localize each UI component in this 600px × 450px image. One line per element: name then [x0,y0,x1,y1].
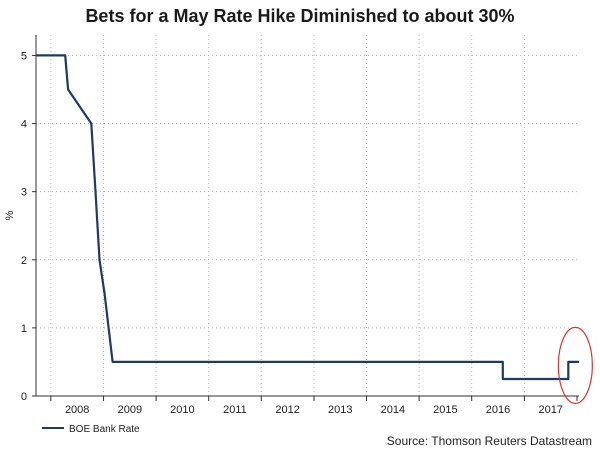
x-tick-label: 2016 [486,404,510,416]
series-line [36,54,579,381]
x-tick-label: 2014 [381,404,405,416]
x-tick-label: 2008 [65,404,89,416]
x-tick-label: 2012 [275,404,299,416]
source-note: Source: Thomson Reuters Datastream [387,434,592,448]
x-tick-label: 2009 [118,404,142,416]
y-tick-label: 3 [21,187,27,199]
tick-labels: 0 1 2 3 4 5 2008 2009 2010 2011 2012 2013 2014 2015 20… [21,50,563,416]
series-lines [36,54,579,381]
legend: BOE Bank Rate [42,424,140,435]
y-tick-label: 1 [21,323,27,335]
x-tick-label: 2011 [223,404,247,416]
legend-label: BOE Bank Rate [69,424,140,435]
x-tick-label: 2015 [433,404,457,416]
x-tick-label: 2017 [538,404,562,416]
y-tick-label: 5 [21,50,27,62]
y-axis-label: % [4,210,16,220]
x-tick-label: 2010 [170,404,194,416]
y-tick-label: 0 [21,391,27,403]
grid [36,35,579,396]
highlight-ellipse [557,326,593,404]
axes [32,35,579,401]
y-tick-label: 4 [21,119,27,131]
annotations [557,326,593,404]
chart-title: Bets for a May Rate Hike Diminished to a… [85,6,515,26]
x-tick-label: 2013 [328,404,352,416]
y-tick-label: 2 [21,255,27,267]
